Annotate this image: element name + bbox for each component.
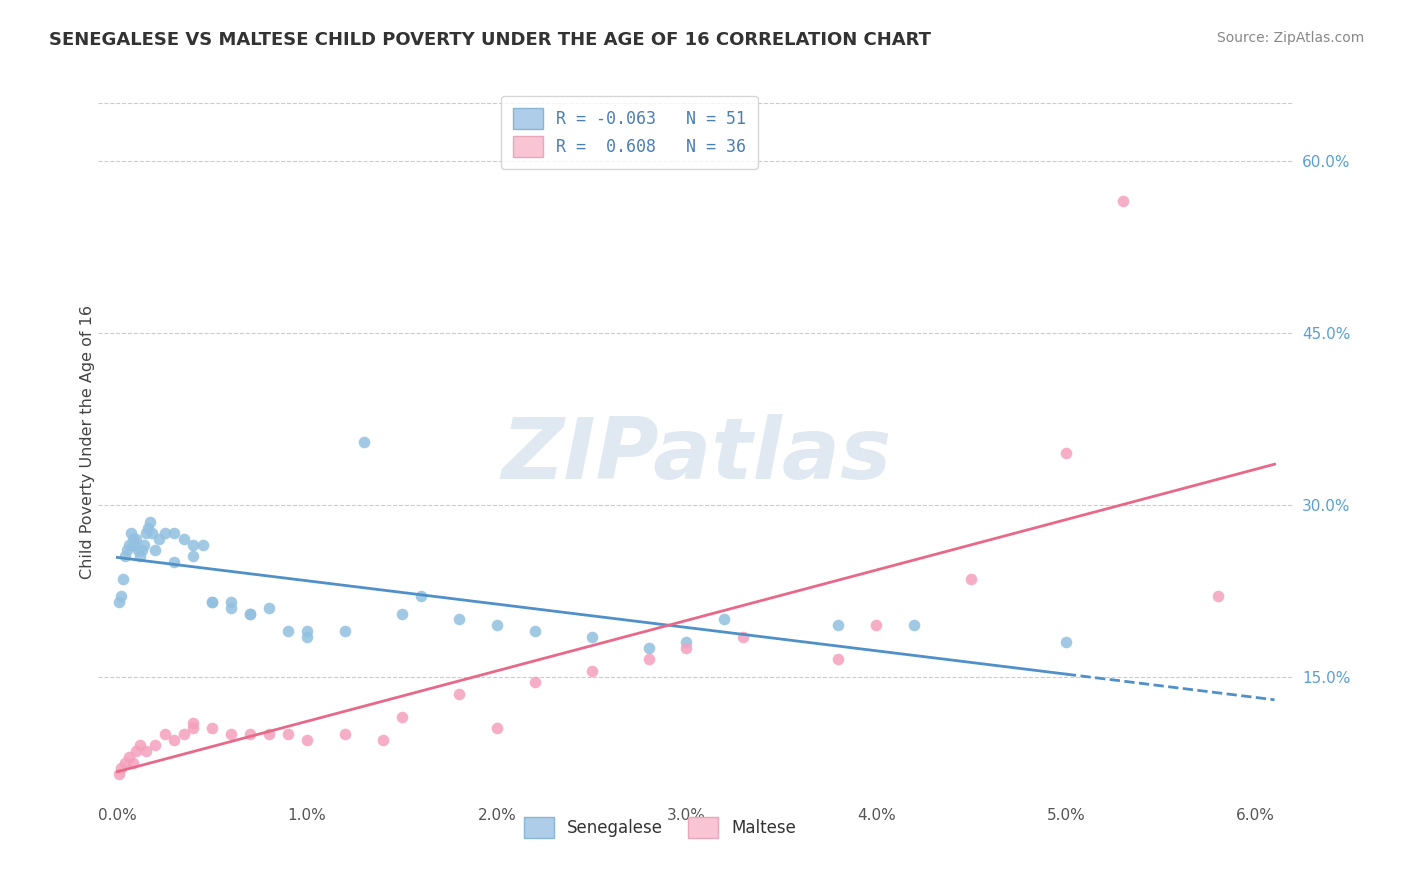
Point bbox=[153, 727, 176, 741]
Point bbox=[132, 538, 155, 552]
Point bbox=[713, 612, 735, 626]
Point bbox=[121, 756, 143, 770]
Point bbox=[485, 618, 508, 632]
Point bbox=[409, 590, 432, 604]
Point bbox=[114, 756, 136, 770]
Point bbox=[581, 630, 603, 644]
Point bbox=[127, 543, 149, 558]
Point bbox=[118, 750, 141, 764]
Point bbox=[129, 739, 152, 753]
Point bbox=[115, 543, 138, 558]
Point bbox=[110, 590, 132, 604]
Point bbox=[125, 532, 148, 546]
Point bbox=[191, 538, 214, 552]
Text: ZIPatlas: ZIPatlas bbox=[501, 415, 891, 498]
Point bbox=[148, 532, 170, 546]
Point bbox=[637, 652, 659, 666]
Point bbox=[903, 618, 925, 632]
Point bbox=[485, 721, 508, 735]
Point bbox=[295, 630, 318, 644]
Point bbox=[173, 532, 195, 546]
Point bbox=[523, 624, 546, 638]
Point bbox=[960, 572, 983, 586]
Point bbox=[135, 744, 157, 758]
Point bbox=[163, 526, 186, 541]
Point bbox=[201, 595, 224, 609]
Point bbox=[581, 664, 603, 678]
Y-axis label: Child Poverty Under the Age of 16: Child Poverty Under the Age of 16 bbox=[80, 304, 94, 579]
Point bbox=[827, 618, 849, 632]
Point bbox=[277, 624, 299, 638]
Point bbox=[143, 543, 166, 558]
Point bbox=[219, 595, 242, 609]
Point bbox=[129, 549, 152, 564]
Point bbox=[333, 727, 356, 741]
Point bbox=[124, 538, 146, 552]
Point bbox=[257, 727, 280, 741]
Point bbox=[112, 572, 135, 586]
Point bbox=[391, 710, 413, 724]
Point bbox=[371, 732, 394, 747]
Point bbox=[295, 732, 318, 747]
Point bbox=[257, 600, 280, 615]
Point bbox=[125, 744, 148, 758]
Point bbox=[333, 624, 356, 638]
Point bbox=[141, 526, 163, 541]
Point bbox=[181, 715, 204, 730]
Point bbox=[118, 538, 141, 552]
Point bbox=[121, 532, 143, 546]
Point bbox=[114, 549, 136, 564]
Point bbox=[108, 767, 131, 781]
Point bbox=[1054, 635, 1077, 649]
Point bbox=[391, 607, 413, 621]
Point bbox=[239, 727, 262, 741]
Point bbox=[447, 612, 470, 626]
Point bbox=[110, 761, 132, 775]
Point bbox=[523, 675, 546, 690]
Point bbox=[173, 727, 195, 741]
Point bbox=[637, 640, 659, 655]
Point bbox=[827, 652, 849, 666]
Point bbox=[131, 543, 153, 558]
Point bbox=[239, 607, 262, 621]
Point bbox=[181, 549, 204, 564]
Point bbox=[120, 526, 142, 541]
Point bbox=[733, 630, 755, 644]
Point bbox=[138, 515, 160, 529]
Point bbox=[447, 687, 470, 701]
Point bbox=[277, 727, 299, 741]
Point bbox=[163, 732, 186, 747]
Point bbox=[239, 607, 262, 621]
Point bbox=[136, 520, 159, 534]
Point bbox=[201, 721, 224, 735]
Point bbox=[143, 739, 166, 753]
Point bbox=[201, 595, 224, 609]
Point bbox=[108, 595, 131, 609]
Point bbox=[1054, 446, 1077, 460]
Point bbox=[675, 640, 697, 655]
Point bbox=[219, 727, 242, 741]
Text: Source: ZipAtlas.com: Source: ZipAtlas.com bbox=[1216, 31, 1364, 45]
Point bbox=[219, 600, 242, 615]
Point bbox=[153, 526, 176, 541]
Text: SENEGALESE VS MALTESE CHILD POVERTY UNDER THE AGE OF 16 CORRELATION CHART: SENEGALESE VS MALTESE CHILD POVERTY UNDE… bbox=[49, 31, 931, 49]
Point bbox=[1112, 194, 1135, 208]
Point bbox=[295, 624, 318, 638]
Point bbox=[353, 434, 375, 449]
Legend: Senegalese, Maltese: Senegalese, Maltese bbox=[517, 810, 803, 845]
Point bbox=[675, 635, 697, 649]
Point bbox=[135, 526, 157, 541]
Point bbox=[181, 538, 204, 552]
Point bbox=[1206, 590, 1229, 604]
Point bbox=[865, 618, 887, 632]
Point bbox=[163, 555, 186, 569]
Point bbox=[181, 721, 204, 735]
